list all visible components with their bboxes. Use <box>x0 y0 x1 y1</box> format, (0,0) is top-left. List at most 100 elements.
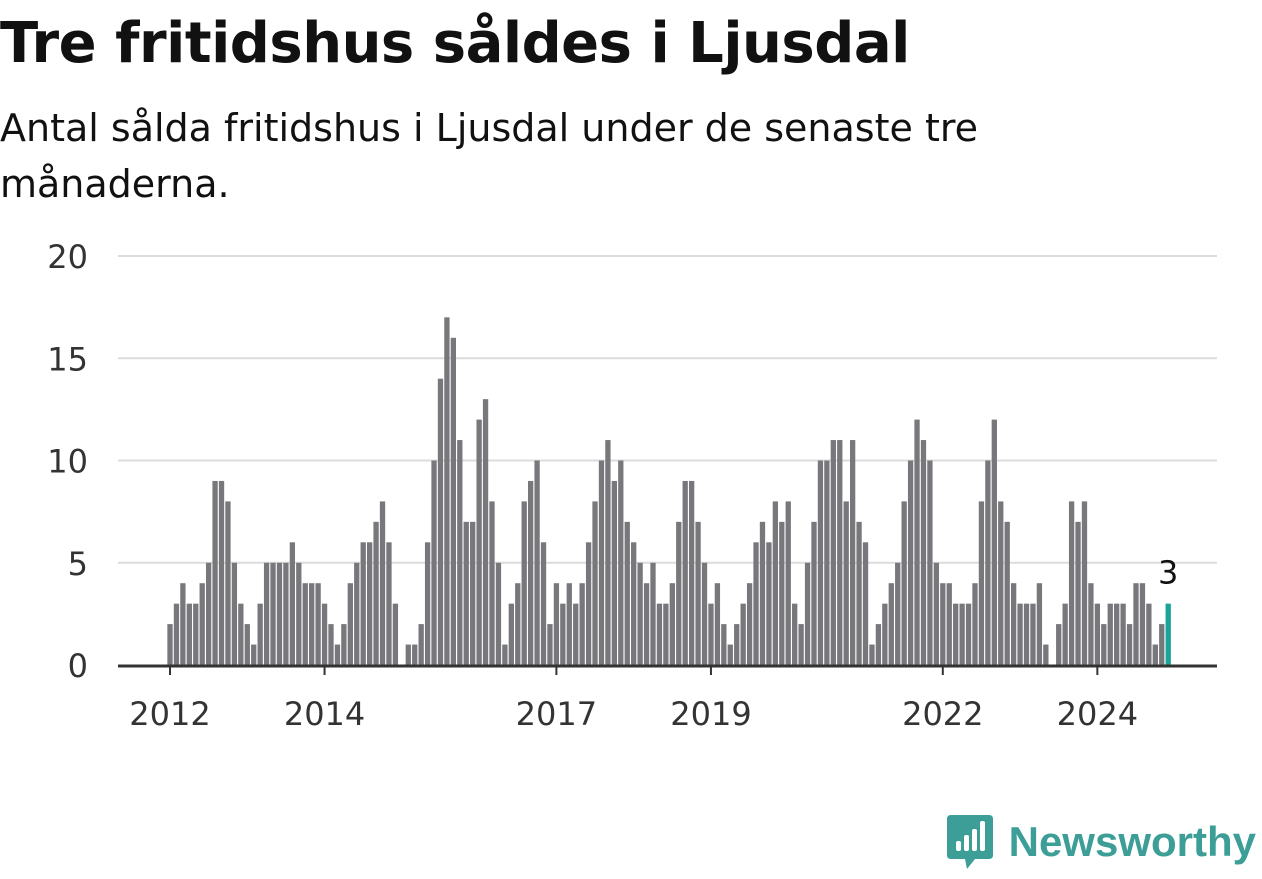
bar <box>1004 521 1010 665</box>
bar <box>920 440 927 665</box>
bar <box>746 583 753 665</box>
bar <box>502 644 508 665</box>
bar <box>869 644 875 665</box>
bar <box>618 460 624 665</box>
bar <box>566 583 572 665</box>
bar <box>495 562 502 665</box>
bar <box>437 378 444 665</box>
bar <box>1107 603 1113 665</box>
bar <box>914 419 920 665</box>
x-tick-label: 2022 <box>902 695 983 733</box>
bar <box>792 603 798 665</box>
bar <box>186 603 192 665</box>
bar <box>424 542 431 665</box>
bar <box>257 603 263 665</box>
bar <box>263 562 270 665</box>
bar <box>1030 603 1036 665</box>
bar <box>457 440 463 665</box>
bar <box>959 603 965 665</box>
bar <box>798 624 804 665</box>
y-axis: 0 5 10 15 20 <box>47 238 88 685</box>
bar <box>978 501 985 665</box>
bar <box>656 603 663 665</box>
bar <box>412 644 418 665</box>
bar <box>721 624 727 665</box>
bar <box>553 583 560 665</box>
bar <box>579 583 585 665</box>
bar <box>933 562 940 665</box>
bar <box>334 644 341 665</box>
bar <box>289 542 296 665</box>
bar <box>972 583 978 665</box>
bar <box>167 624 173 665</box>
bar <box>199 583 205 665</box>
bar <box>1146 603 1152 665</box>
bar <box>373 521 379 665</box>
bar <box>225 501 231 665</box>
bar <box>476 419 482 665</box>
bar <box>1088 583 1094 665</box>
bar <box>360 542 366 665</box>
bar <box>1133 583 1139 665</box>
bar <box>605 440 611 665</box>
bar <box>843 501 849 665</box>
bar <box>1036 583 1043 665</box>
bar <box>701 562 708 665</box>
bar <box>341 624 347 665</box>
bar <box>283 562 289 665</box>
bar <box>682 480 688 665</box>
bar <box>772 501 779 665</box>
bar <box>965 603 972 665</box>
bar <box>991 419 997 665</box>
bar <box>804 562 811 665</box>
bar <box>1152 644 1158 665</box>
bar <box>302 583 308 665</box>
bar <box>251 644 257 665</box>
bar-highlight <box>1165 603 1171 665</box>
bar-chart-speech-icon <box>946 815 993 869</box>
bar <box>1094 603 1101 665</box>
bar <box>940 583 946 665</box>
x-tick-label: 2024 <box>1057 695 1138 733</box>
bar <box>862 542 869 665</box>
bar <box>450 337 457 665</box>
bar <box>1043 644 1049 665</box>
bar <box>1056 624 1062 665</box>
bar <box>508 603 514 665</box>
x-tick-label: 2017 <box>516 695 597 733</box>
bar <box>470 521 476 665</box>
bar <box>482 399 489 665</box>
bar <box>212 480 218 665</box>
bar <box>244 624 250 665</box>
bar <box>624 521 630 665</box>
bar <box>527 480 534 665</box>
last-value-label: 3 <box>1158 554 1178 592</box>
bar <box>1139 583 1146 665</box>
bar <box>824 460 830 665</box>
bar <box>676 521 682 665</box>
bar <box>489 501 495 665</box>
bar <box>882 603 888 665</box>
bar <box>895 562 901 665</box>
bar <box>643 583 650 665</box>
bar <box>431 460 437 665</box>
bar <box>1017 603 1023 665</box>
bar <box>405 644 411 665</box>
bar <box>231 562 238 665</box>
bar <box>875 624 882 665</box>
bar <box>637 562 643 665</box>
bar <box>1075 521 1081 665</box>
x-axis: 2012 2014 2017 2019 2022 2024 <box>118 664 1217 733</box>
bar <box>315 583 321 665</box>
x-tick-label: 2019 <box>670 695 751 733</box>
bar <box>354 562 360 665</box>
bar <box>444 317 450 665</box>
bar <box>811 521 817 665</box>
bar <box>901 501 907 665</box>
bar <box>669 583 675 665</box>
bar <box>534 460 540 665</box>
bar <box>830 440 836 665</box>
bar <box>849 440 856 665</box>
bar <box>379 501 386 665</box>
